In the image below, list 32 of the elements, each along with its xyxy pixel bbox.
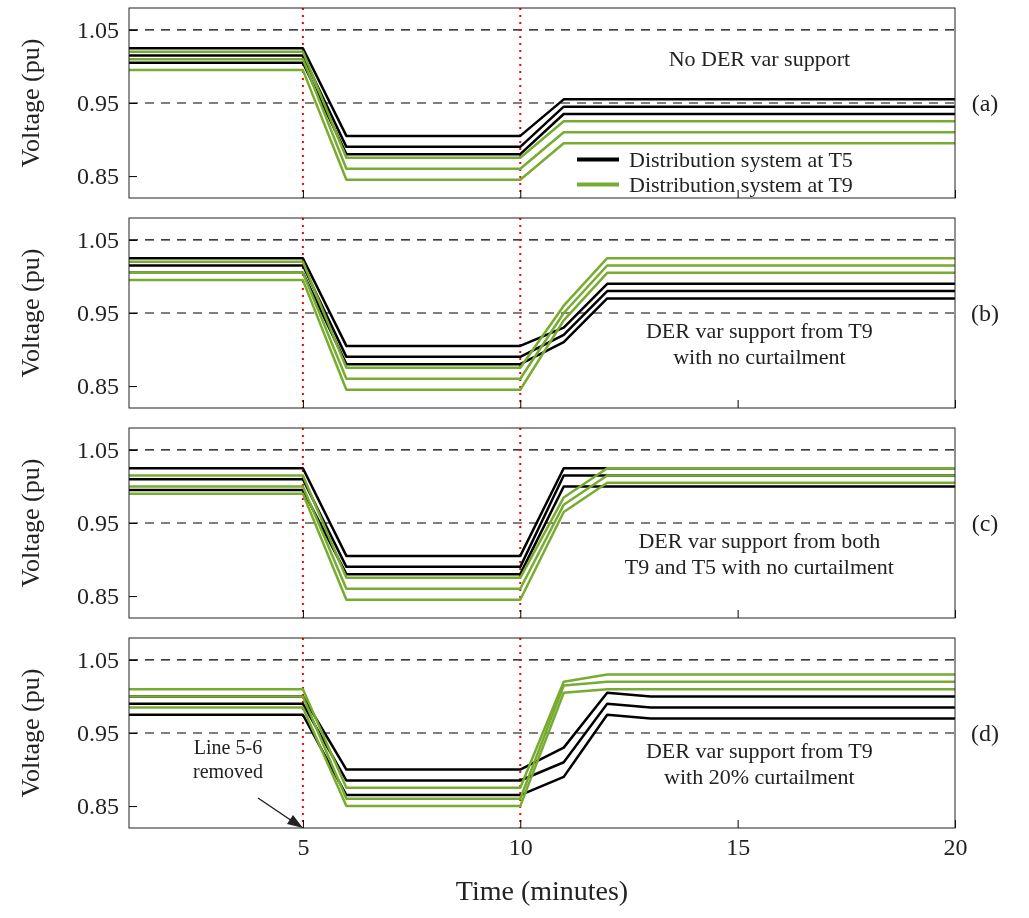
x-axis-title: Time (minutes)	[455, 875, 629, 906]
y-tick-label: 0.85	[77, 793, 119, 820]
y-tick-label: 0.85	[77, 163, 119, 190]
text: (d)	[971, 720, 999, 746]
legend-label: Distribution system at T9	[629, 171, 853, 197]
y-tick-label: 1.05	[77, 647, 119, 674]
x-tick-label: 10	[508, 834, 533, 861]
x-tick-label: 15	[726, 834, 751, 861]
text: (a)	[971, 90, 999, 116]
y-tick-label: 1.05	[77, 227, 119, 254]
y-tick-label: 1.05	[77, 17, 119, 44]
annotation: DER var support from both T9 and T5 with no curtailment	[624, 528, 894, 580]
x-tick-label: 20	[943, 834, 968, 861]
legend-label: Distribution system at T5	[629, 146, 853, 172]
y-tick-label: 0.85	[77, 583, 119, 610]
y-tick-label: 0.95	[77, 720, 119, 747]
y-axis-title: Voltage (pu)	[16, 248, 45, 378]
text: (c)	[971, 510, 999, 536]
y-tick-label: 0.95	[77, 300, 119, 327]
y-tick-label: 0.95	[77, 510, 119, 537]
y-tick-label: 0.95	[77, 90, 119, 117]
y-axis-title: Voltage (pu)	[16, 458, 45, 588]
y-tick-label: 0.85	[77, 373, 119, 400]
annotation: DER var support from T9 with 20% curtailment	[645, 738, 873, 790]
annotation: Line 5-6 removed	[193, 736, 263, 782]
text: (b)	[971, 300, 999, 326]
x-tick-label: 5	[297, 834, 310, 861]
annotation: No DER var support	[668, 46, 851, 71]
y-axis-title: Voltage (pu)	[16, 668, 45, 798]
annotation: DER var support from T9 with no curtailment	[645, 318, 873, 370]
y-axis-title: Voltage (pu)	[16, 38, 45, 168]
y-tick-label: 1.05	[77, 437, 119, 464]
